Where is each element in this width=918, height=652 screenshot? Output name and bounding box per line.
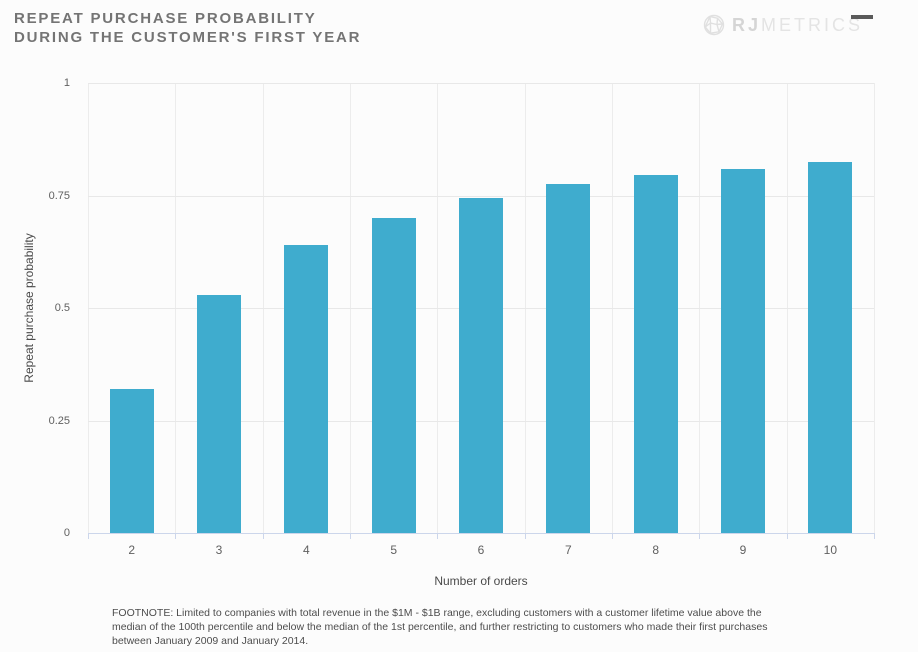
x-tick-label: 6: [477, 543, 485, 557]
x-tick-label: 3: [215, 543, 223, 557]
x-axis-tick: [612, 534, 613, 539]
x-axis-tick: [437, 534, 439, 539]
x-axis-tick: [88, 534, 89, 539]
x-axis-title: Number of orders: [434, 574, 528, 588]
globe-icon: [702, 13, 726, 37]
v-gridline: [874, 83, 875, 533]
x-tick-label: 10: [823, 543, 837, 557]
x-axis-tick: [262, 534, 264, 539]
bar: [546, 184, 591, 533]
h-gridline: [88, 195, 874, 197]
page-title-line-1: REPEAT PURCHASE PROBABILITY: [14, 10, 317, 27]
x-axis-tick: [350, 534, 351, 539]
logo-text-rj: RJ: [732, 14, 762, 35]
y-tick-label: 0.75: [48, 189, 70, 202]
x-tick-label: 2: [128, 543, 135, 557]
x-tick-label: 4: [302, 543, 310, 557]
logo-text: RJMETRICS: [732, 15, 863, 36]
x-tick-label: 7: [564, 543, 572, 557]
rjmetrics-logo[interactable]: RJMETRICS: [702, 12, 863, 38]
bar: [808, 161, 853, 533]
y-tick-label: 0.5: [54, 302, 70, 314]
x-axis-tick: [175, 534, 177, 539]
page-title-line-2: DURING THE CUSTOMER'S FIRST YEAR: [14, 29, 362, 46]
bar: [109, 389, 154, 533]
y-tick-label: 0.25: [48, 414, 70, 427]
x-axis-tick: [524, 534, 526, 539]
bar: [459, 197, 503, 533]
x-tick-label: 8: [652, 543, 659, 557]
y-tick-label: 1: [63, 77, 70, 89]
x-axis-tick: [786, 534, 788, 539]
x-tick-label: 9: [739, 543, 747, 557]
page-title: REPEAT PURCHASE PROBABILITY DURING THE C…: [14, 9, 361, 47]
x-tick-label: 5: [390, 543, 397, 557]
x-axis-tick: [874, 534, 875, 539]
bar: [197, 294, 241, 533]
logo-text-metrics: METRICS: [761, 14, 864, 35]
bar: [633, 175, 678, 533]
h-gridline: [88, 83, 874, 84]
bar: [721, 168, 765, 533]
hamburger-menu-button[interactable]: [851, 15, 873, 33]
bar: [371, 218, 416, 533]
y-tick-label: 0: [63, 527, 70, 539]
bar: [284, 245, 329, 533]
x-axis-line: [88, 533, 875, 534]
x-axis-tick: [699, 534, 701, 539]
footnote: FOOTNOTE: Limited to companies with tota…: [112, 607, 768, 647]
